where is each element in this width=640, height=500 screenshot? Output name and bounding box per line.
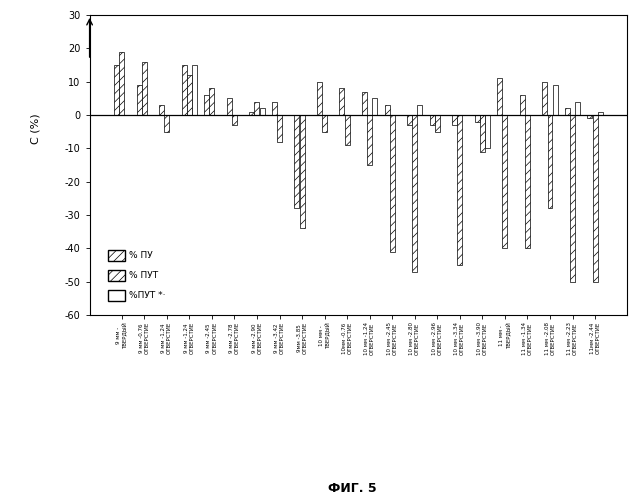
Bar [204,95,209,115]
Bar [412,115,417,272]
Bar [367,115,372,165]
Bar [417,105,422,115]
Bar [575,102,580,115]
Bar [345,115,349,145]
Bar [390,115,395,252]
Bar [164,115,169,132]
Bar [458,115,462,265]
Bar [520,95,525,115]
Bar [339,88,344,115]
Legend: % ПУ, % ПУТ, %ПУТ *·: % ПУ, % ПУТ, %ПУТ *· [105,246,170,304]
Bar [372,98,378,115]
Bar [227,98,232,115]
Bar [192,65,197,115]
Bar [485,115,490,148]
Bar [142,62,147,115]
Bar [565,108,570,115]
Bar [209,88,214,115]
Bar [159,105,164,115]
Bar [385,105,390,115]
Bar [232,115,237,125]
Bar [435,115,440,132]
Bar [407,115,412,125]
Bar [294,115,300,208]
Bar [272,102,276,115]
Bar [475,115,480,121]
Text: C (%): C (%) [31,114,41,144]
Bar [260,108,264,115]
Bar [317,82,322,115]
Bar [553,85,557,115]
Bar [497,78,502,115]
Bar [114,65,119,115]
Bar [593,115,598,282]
Bar [182,65,187,115]
Bar [255,102,259,115]
Bar [598,112,603,115]
Bar [588,115,593,118]
Bar [548,115,552,208]
Bar [429,115,435,125]
Bar [136,85,141,115]
Bar [187,75,192,115]
Bar [570,115,575,282]
Bar [480,115,485,152]
Bar [322,115,327,132]
Bar [542,82,547,115]
Bar [277,115,282,141]
Bar [525,115,530,248]
Bar [452,115,457,125]
Text: ФИГ. 5: ФИГ. 5 [328,482,376,495]
Bar [300,115,305,228]
Bar [502,115,508,248]
Bar [119,52,124,115]
Bar [250,112,254,115]
Bar [362,92,367,115]
